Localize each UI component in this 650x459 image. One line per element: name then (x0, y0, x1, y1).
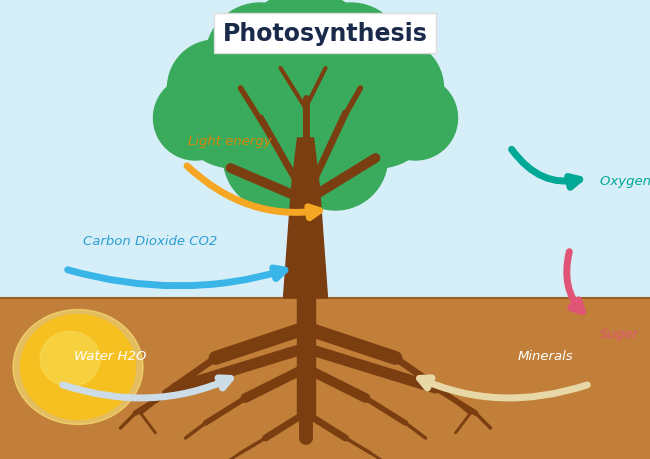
Circle shape (153, 77, 237, 161)
Text: Photosynthesis: Photosynthesis (222, 22, 428, 46)
Circle shape (205, 4, 315, 114)
Circle shape (168, 41, 263, 137)
FancyArrowPatch shape (62, 378, 230, 398)
Text: Water H2O: Water H2O (74, 349, 146, 362)
Text: Light energy: Light energy (188, 134, 272, 148)
Text: Suger: Suger (600, 327, 639, 340)
Ellipse shape (21, 315, 135, 420)
FancyArrowPatch shape (512, 150, 580, 188)
FancyArrowPatch shape (68, 269, 285, 286)
Ellipse shape (40, 332, 100, 386)
Circle shape (374, 77, 458, 161)
Circle shape (174, 49, 294, 168)
Ellipse shape (13, 310, 143, 425)
Circle shape (233, 0, 378, 136)
Circle shape (246, 59, 365, 179)
Text: Oxygen O2: Oxygen O2 (600, 175, 650, 188)
Circle shape (224, 107, 328, 211)
Polygon shape (283, 139, 328, 298)
FancyArrowPatch shape (567, 252, 582, 312)
Bar (0, 298, 650, 459)
Text: Carbon Dioxide CO2: Carbon Dioxide CO2 (83, 235, 217, 247)
Bar (0, 0, 650, 298)
Circle shape (348, 41, 443, 137)
Circle shape (296, 4, 406, 114)
Circle shape (283, 107, 387, 211)
Circle shape (317, 49, 437, 168)
Text: Minerals: Minerals (517, 349, 573, 362)
FancyArrowPatch shape (187, 167, 320, 218)
FancyArrowPatch shape (420, 378, 588, 398)
